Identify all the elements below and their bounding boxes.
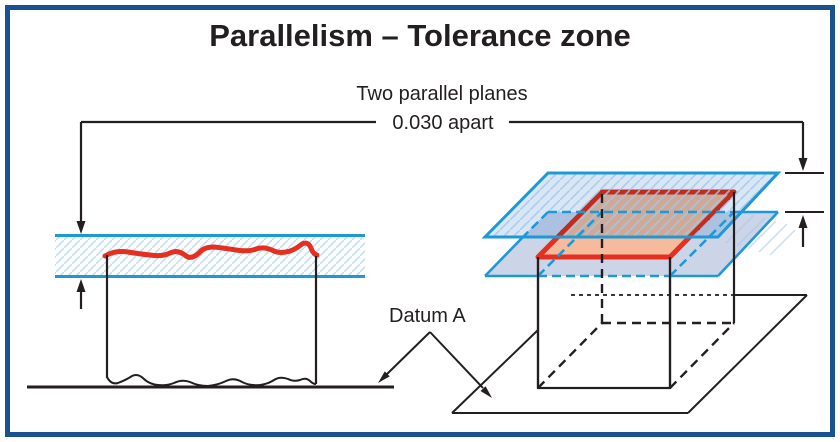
planes-label-line1: Two parallel planes (356, 83, 527, 105)
datum-label: Datum A (389, 305, 466, 327)
lower-plane-trace-right-face (669, 211, 735, 277)
figure-border (5, 5, 835, 437)
up-arrowhead (76, 279, 86, 292)
datum-left-arrowhead (378, 371, 390, 383)
cube-left-bottom-edge-hidden (537, 322, 603, 389)
up-arrowhead (798, 215, 808, 228)
dimension-leader: Two parallel planes 0.030 apart (81, 83, 808, 171)
upper-plane-outline (481, 171, 782, 239)
cube-right-bottom-edge-hidden (669, 322, 735, 389)
part-outline (105, 255, 318, 388)
upper-plane-hatch (485, 173, 778, 237)
lower-plane-trace-left-face (537, 211, 603, 277)
down-arrowhead (798, 158, 808, 171)
base-plane-left-edge (451, 329, 539, 414)
datum-arrow-right-shaft (429, 331, 484, 389)
gap-dimension (785, 172, 824, 247)
hatch-fade-streaks (725, 214, 796, 256)
cube-edges (536, 192, 736, 389)
datum-callout: Datum A (378, 305, 492, 398)
right-isometric-view (451, 171, 824, 414)
lower-plane-edges (484, 210, 779, 278)
toleranced-surface-wavy-line (102, 240, 320, 260)
lower-plane-left-edge-visible (484, 235, 525, 277)
planes-label-line2: 0.030 apart (392, 112, 494, 134)
part-bottom-wavy-edge (106, 374, 317, 388)
upper-tolerance-plane (481, 171, 796, 256)
left-section-view (27, 122, 394, 389)
lower-plane-left-edge-hidden (523, 211, 549, 237)
datum-arrow-left-shaft (385, 331, 431, 376)
datum-right-arrowhead (480, 386, 492, 398)
page-title: Parallelism – Tolerance zone (209, 18, 631, 53)
base-plane-right-edge (687, 294, 808, 414)
down-arrowhead (76, 221, 86, 234)
lower-plane-right-edge (717, 211, 779, 277)
left-zone-arrows (76, 122, 86, 309)
